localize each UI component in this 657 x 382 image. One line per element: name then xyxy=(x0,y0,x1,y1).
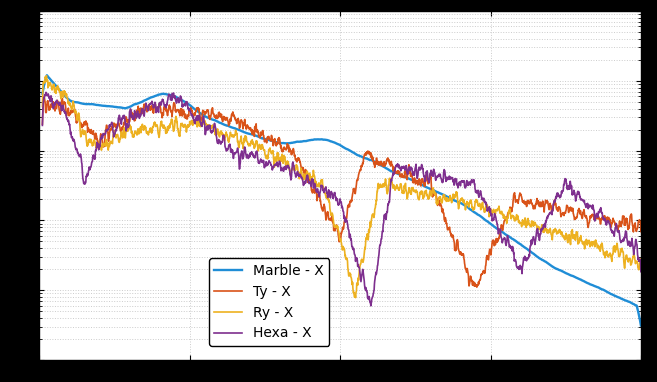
Ty - X xyxy=(620,214,628,219)
Hexa - X xyxy=(510,259,518,263)
Ry - X xyxy=(314,183,322,188)
Ty - X xyxy=(620,217,628,222)
Ty - X xyxy=(39,122,47,126)
Ry - X xyxy=(620,262,628,267)
Line: Ty - X: Ty - X xyxy=(43,97,641,287)
Marble - X xyxy=(620,298,628,302)
Ty - X xyxy=(314,195,322,199)
Line: Marble - X: Marble - X xyxy=(43,75,641,325)
Ty - X xyxy=(473,285,481,290)
Marble - X xyxy=(637,323,645,328)
Marble - X xyxy=(330,140,338,144)
Hexa - X xyxy=(637,269,645,274)
Hexa - X xyxy=(330,193,338,197)
Hexa - X xyxy=(42,90,50,95)
Marble - X xyxy=(510,237,518,242)
Ry - X xyxy=(620,259,628,264)
Ty - X xyxy=(40,94,48,99)
Line: Ry - X: Ry - X xyxy=(43,76,641,298)
Ry - X xyxy=(637,267,645,272)
Marble - X xyxy=(620,297,627,302)
Ry - X xyxy=(39,104,47,109)
Ry - X xyxy=(330,222,338,226)
Legend: Marble - X, Ty - X, Ry - X, Hexa - X: Marble - X, Ty - X, Ry - X, Hexa - X xyxy=(209,258,330,346)
Ry - X xyxy=(510,217,518,222)
Hexa - X xyxy=(314,188,322,192)
Marble - X xyxy=(314,137,322,142)
Ry - X xyxy=(351,295,359,300)
Hexa - X xyxy=(620,237,628,242)
Ry - X xyxy=(43,73,51,78)
Ty - X xyxy=(330,228,338,233)
Hexa - X xyxy=(367,304,374,308)
Line: Hexa - X: Hexa - X xyxy=(43,92,641,306)
Marble - X xyxy=(43,73,51,78)
Hexa - X xyxy=(39,123,47,128)
Hexa - X xyxy=(69,139,77,143)
Marble - X xyxy=(69,99,77,104)
Hexa - X xyxy=(620,238,628,243)
Ry - X xyxy=(69,99,77,104)
Ty - X xyxy=(69,109,77,113)
Ty - X xyxy=(510,192,518,196)
Marble - X xyxy=(39,91,47,96)
Ty - X xyxy=(637,229,645,234)
